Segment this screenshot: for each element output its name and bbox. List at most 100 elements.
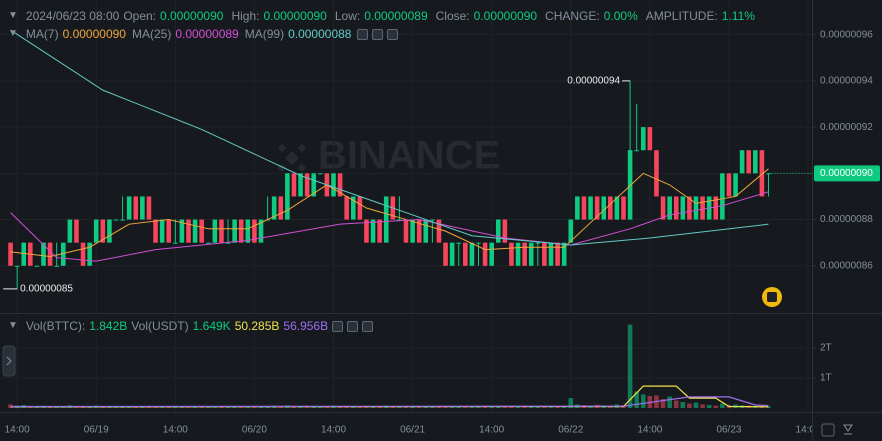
volume-label: Vol(BTTC): — [25, 319, 86, 333]
candle-body — [166, 219, 172, 243]
volume-value: 1.842B — [89, 319, 128, 333]
candle-body — [430, 219, 435, 221]
candle-body — [212, 219, 218, 243]
candle-body — [219, 219, 224, 243]
collapse[interactable]: ▼ — [8, 10, 18, 21]
side-toggle[interactable] — [2, 345, 16, 377]
candle-body — [581, 196, 587, 220]
volume-legend: ▼ Vol(BTTC): 1.842B Vol(USDT) 1.649K 50.285B 5… — [0, 318, 377, 334]
x-tick-label: 06/19 — [84, 425, 109, 436]
volume-bar — [476, 406, 481, 408]
candle-body — [377, 219, 382, 243]
volume-bar — [225, 406, 231, 408]
volume-bar — [700, 404, 705, 408]
settings-icon[interactable] — [347, 320, 359, 332]
candle-body — [47, 242, 53, 266]
volume-bar — [416, 406, 422, 408]
candle-body — [647, 127, 653, 151]
info-label: High: — [231, 9, 260, 23]
candle-body — [245, 219, 251, 243]
volume-ma-line — [10, 385, 769, 408]
candle-body — [41, 242, 46, 266]
candle-body — [113, 219, 119, 221]
volume-bar — [318, 406, 323, 408]
candle-body — [331, 173, 336, 197]
scale-icon[interactable] — [843, 424, 853, 435]
x-tick-label: 06/22 — [558, 425, 583, 436]
candle-body — [456, 242, 462, 244]
close-icon[interactable] — [362, 320, 374, 332]
last-price-label: 0.00000090 — [820, 168, 873, 179]
candle-body — [403, 219, 409, 243]
volume-bar — [377, 406, 382, 408]
candle-body — [614, 196, 620, 220]
volume-bar — [159, 406, 165, 408]
candle-body — [410, 219, 415, 243]
candle-body — [700, 196, 705, 220]
candle-body — [502, 219, 508, 243]
volume-bar — [113, 407, 119, 408]
candle-body — [713, 196, 719, 220]
candle-body — [627, 150, 633, 220]
volume-bar — [80, 406, 86, 408]
candle-body — [107, 219, 112, 243]
volume-bar — [515, 406, 521, 408]
volume-bar — [469, 406, 475, 408]
collapse[interactable]: ▼ — [8, 320, 18, 331]
info-label: Low: — [334, 9, 361, 23]
candle-body — [67, 219, 73, 243]
candle-body — [522, 242, 527, 266]
candle-body — [640, 127, 646, 151]
candle-body — [416, 219, 422, 243]
close-icon[interactable] — [387, 28, 399, 40]
candle-body — [278, 196, 284, 220]
volume-bar — [140, 406, 145, 408]
candle-body — [173, 242, 178, 244]
x-tick-label: 14:00 — [5, 425, 30, 436]
candle-body — [344, 196, 349, 220]
candle-body — [621, 196, 626, 220]
candle-body — [667, 196, 672, 220]
volume-bar — [766, 406, 771, 408]
candle-body — [561, 242, 567, 266]
candle-body — [594, 196, 600, 220]
eye-icon[interactable] — [332, 320, 344, 332]
volume-bar — [430, 406, 435, 408]
settings-icon[interactable] — [372, 28, 384, 40]
candle-body — [463, 242, 468, 266]
y-tick-label: 0.00000086 — [820, 260, 873, 271]
info-label: CHANGE: — [545, 9, 600, 23]
candle-body — [443, 242, 448, 266]
ma-legend: ▼ MA(7) 0.00000090 MA(25) 0.00000089 MA(99) 0… — [0, 26, 402, 42]
volume-bar — [634, 391, 639, 408]
candle-body — [74, 219, 79, 243]
candle-body — [654, 150, 659, 197]
x-tick-label: 06/20 — [242, 425, 267, 436]
candle-body — [726, 173, 732, 197]
x-tick-label: 14:00 — [796, 425, 821, 436]
volume-bar — [706, 405, 712, 408]
info-label: Close: — [435, 9, 470, 23]
ma-name: MA(99) — [244, 27, 285, 41]
collapse[interactable]: ▼ — [8, 28, 18, 39]
candle-body — [482, 242, 488, 266]
candle-body — [271, 196, 277, 220]
candle-body — [687, 196, 692, 220]
volume-bar — [482, 406, 488, 408]
volume-bar — [640, 394, 646, 408]
candle-body — [588, 196, 593, 220]
volume-bar — [54, 406, 59, 408]
candle-body — [21, 242, 27, 266]
settings-icon[interactable] — [821, 423, 835, 437]
volume-bar — [350, 406, 356, 408]
x-tick-label: 14:00 — [163, 425, 188, 436]
candle-body — [199, 219, 204, 243]
volume-bar — [410, 406, 415, 408]
volume-bar — [627, 324, 633, 408]
candle-body — [608, 196, 613, 220]
ma-name: MA(25) — [131, 27, 172, 41]
candle-body — [476, 242, 481, 244]
eye-icon[interactable] — [357, 28, 369, 40]
candle-body — [535, 242, 541, 244]
